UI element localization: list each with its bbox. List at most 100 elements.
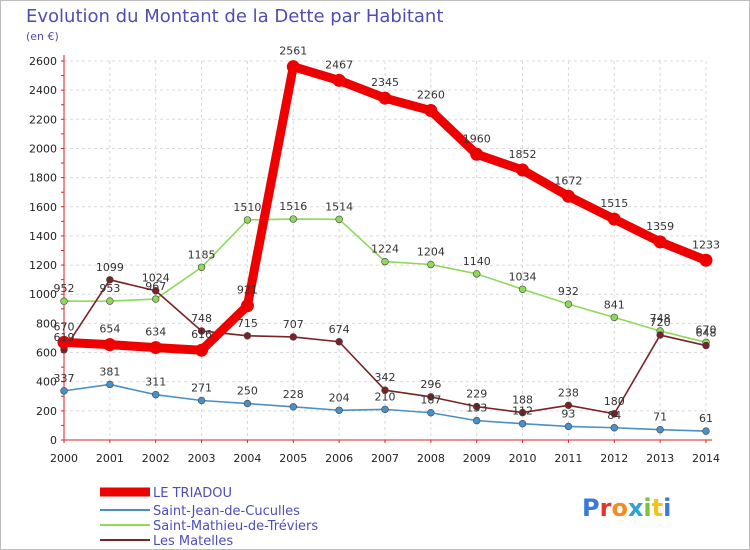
data-point [152, 390, 160, 399]
y-tick-label: 800 [36, 317, 57, 330]
data-point [518, 408, 527, 417]
data-point [656, 331, 664, 339]
data-point [473, 270, 481, 278]
data-label: 228 [283, 388, 304, 401]
data-label: 188 [512, 394, 533, 407]
data-point [289, 215, 297, 223]
data-point [243, 216, 252, 224]
data-point [518, 285, 527, 293]
chart-title: Evolution du Montant de la Dette par Hab… [26, 6, 443, 27]
data-label: 720 [650, 316, 671, 329]
data-label: 2260 [417, 89, 445, 102]
data-point [335, 215, 343, 224]
data-point [516, 163, 530, 177]
y-tick-label: 2200 [29, 113, 57, 126]
data-label: 381 [99, 365, 120, 378]
data-label: 1224 [371, 243, 399, 256]
data-label: 654 [99, 323, 120, 336]
data-point [197, 327, 206, 335]
data-point [381, 257, 389, 266]
data-point [152, 295, 160, 303]
data-label: 337 [54, 372, 75, 385]
y-tick-label: 200 [36, 405, 57, 418]
x-tick-label: 2003 [188, 452, 216, 465]
data-label: 342 [375, 371, 396, 384]
data-point [197, 263, 206, 271]
y-tick-label: 1400 [29, 230, 57, 243]
data-label: 1514 [325, 200, 353, 213]
data-point [564, 300, 573, 308]
data-label: 296 [420, 378, 441, 391]
data-point [610, 410, 618, 418]
y-tick-label: 2400 [29, 84, 57, 97]
y-tick-label: 2600 [29, 55, 57, 68]
data-label: 952 [54, 282, 75, 295]
data-label: 61 [699, 412, 713, 425]
data-label: 1024 [142, 272, 170, 285]
data-label: 1359 [646, 220, 674, 233]
data-label: 715 [237, 317, 258, 330]
y-tick-label: 1600 [29, 201, 57, 214]
data-point [149, 341, 163, 355]
data-point [381, 386, 389, 394]
data-label: 1233 [692, 238, 720, 251]
data-point [60, 297, 68, 305]
data-label: 311 [145, 376, 166, 389]
data-label: 2561 [279, 45, 307, 58]
data-point [702, 427, 710, 435]
legend: LE TRIADOU Saint-Jean-de-CucullesSaint-Ma… [100, 486, 318, 549]
data-label: 748 [650, 312, 671, 325]
x-tick-label: 2007 [371, 452, 399, 465]
data-point [152, 287, 160, 295]
x-tick-label: 2005 [279, 452, 307, 465]
data-label: 1672 [554, 174, 582, 187]
axes: 0 200 400 600 800 1000 1200 1400 1600 1800 2000 220… [29, 55, 720, 465]
data-label: 841 [604, 298, 625, 311]
data-label: 204 [329, 391, 350, 404]
data-label: 2467 [325, 58, 353, 71]
data-label: 670 [54, 320, 75, 333]
data-label: 229 [466, 388, 487, 401]
data-point [610, 424, 618, 432]
x-tick-label: 2011 [554, 452, 582, 465]
data-label: 1204 [417, 245, 445, 258]
data-point [195, 343, 209, 357]
data-point [243, 332, 252, 340]
data-point [564, 401, 573, 410]
data-point [427, 409, 435, 417]
y-tick-label: 400 [36, 376, 57, 389]
data-label: 1852 [509, 148, 537, 161]
data-label: 112 [512, 405, 533, 418]
y-tick-label: 0 [50, 434, 57, 447]
proxiti-logo: Proxiti [582, 494, 671, 522]
data-label: 210 [375, 390, 396, 403]
data-point [381, 405, 389, 414]
data-label: 616 [191, 328, 212, 341]
data-labels: 337 381 311 271 250 228 204 210 187 133 112 93 84 71 6… [54, 45, 721, 425]
data-label: 1516 [279, 200, 307, 213]
data-point [518, 419, 527, 428]
data-label: 238 [558, 386, 579, 399]
x-tick-label: 2009 [463, 452, 491, 465]
data-point [427, 260, 435, 269]
data-point [332, 73, 346, 87]
data-label: 180 [604, 395, 625, 408]
data-label: 2345 [371, 76, 399, 89]
data-label: 921 [237, 284, 258, 297]
data-point [473, 416, 481, 425]
series-group [57, 60, 713, 435]
data-label: 1185 [188, 248, 216, 261]
x-tick-label: 2012 [600, 452, 628, 465]
data-point [243, 399, 252, 408]
x-tick-label: 2000 [50, 452, 78, 465]
y-tick-label: 1800 [29, 172, 57, 185]
data-label: 932 [558, 285, 579, 298]
data-label: 1960 [463, 132, 491, 145]
y-tick-label: 1000 [29, 288, 57, 301]
data-point [106, 380, 114, 389]
x-tick-label: 2001 [96, 452, 124, 465]
data-label: 707 [283, 318, 304, 331]
x-tick-label: 2008 [417, 452, 445, 465]
y-tick-label: 600 [36, 347, 57, 360]
